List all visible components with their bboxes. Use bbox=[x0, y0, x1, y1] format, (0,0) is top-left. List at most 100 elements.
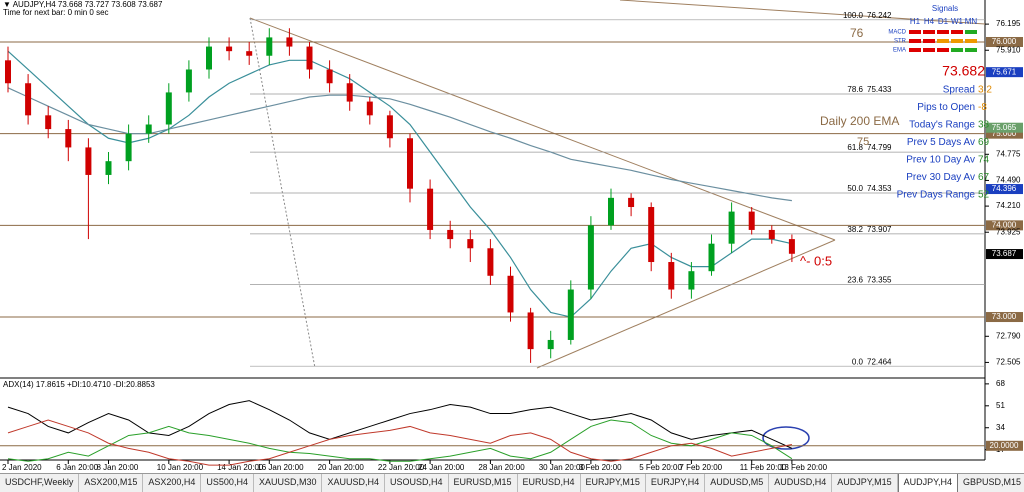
candle-body bbox=[768, 229, 775, 240]
stat-value: -8 bbox=[978, 102, 987, 113]
tab[interactable]: EURJPY,M15 bbox=[581, 474, 646, 492]
tab[interactable]: EURJPY,H4 bbox=[646, 474, 706, 492]
candle-body bbox=[567, 289, 574, 340]
price-box bbox=[986, 67, 1023, 78]
stat-label: Prev 10 Day Av bbox=[906, 155, 975, 166]
candle-body bbox=[447, 229, 454, 240]
x-tick-label: 22 Jan 20:00 bbox=[378, 463, 425, 472]
stat-value: 74 bbox=[978, 155, 990, 166]
signal-row: EMA bbox=[893, 48, 906, 54]
x-tick-label: 28 Jan 20:00 bbox=[478, 463, 525, 472]
tab[interactable]: US500,H4 bbox=[201, 474, 254, 492]
signal-cell bbox=[937, 30, 949, 34]
x-tick-label: 2 Jan 2020 bbox=[2, 463, 42, 472]
level-box bbox=[986, 312, 1023, 323]
annotation: Daily 200 EMA bbox=[820, 114, 899, 128]
x-tick-label: 16 Jan 20:00 bbox=[257, 463, 304, 472]
y-tick-label: 68 bbox=[996, 379, 1005, 388]
signal-cell bbox=[909, 30, 921, 34]
background bbox=[0, 0, 1024, 473]
stat-label: Today's Range bbox=[909, 120, 975, 131]
level-box bbox=[986, 220, 1023, 231]
trend-line bbox=[249, 17, 836, 241]
price-box-label: 75.065 bbox=[992, 123, 1017, 132]
tab[interactable]: AUDJPY,M15 bbox=[832, 474, 898, 492]
candle-body bbox=[25, 83, 32, 116]
candle-body bbox=[85, 147, 92, 175]
candle-body bbox=[286, 37, 293, 47]
fib-price: 72.464 bbox=[867, 357, 892, 366]
candle-body bbox=[226, 46, 233, 52]
tab[interactable]: AUDJPY,H4 bbox=[897, 474, 958, 492]
stat-value: 52 bbox=[978, 190, 990, 201]
timeframe: H4 bbox=[924, 17, 935, 26]
tab[interactable]: XAUUSD,H4 bbox=[322, 474, 385, 492]
moving-average bbox=[7, 50, 793, 318]
x-tick-label: 11 Feb 20:00 bbox=[740, 463, 787, 472]
y-tick-label: 76.195 bbox=[996, 19, 1021, 28]
price-box bbox=[986, 122, 1023, 133]
tab[interactable]: AUDUSD,H4 bbox=[769, 474, 833, 492]
candle-body bbox=[185, 69, 192, 93]
y-tick-label: 74.210 bbox=[996, 201, 1021, 210]
signal-cell bbox=[937, 39, 949, 43]
candle-body bbox=[608, 197, 614, 226]
stat-label: Prev 5 Days Av bbox=[907, 137, 975, 148]
stat-label: Prev Days Range bbox=[897, 190, 976, 201]
timeframe: D1 bbox=[938, 17, 949, 26]
candle-body bbox=[788, 239, 795, 254]
y-tick-label: 75.910 bbox=[996, 45, 1021, 54]
x-tick-label: 8 Jan 20:00 bbox=[97, 463, 139, 472]
y-tick-label: 72.790 bbox=[996, 331, 1021, 340]
tab[interactable]: AUDUSD,M5 bbox=[705, 474, 770, 492]
fib-price: 73.355 bbox=[867, 276, 892, 285]
candle-body bbox=[728, 211, 735, 244]
candle-body bbox=[648, 207, 655, 263]
stat-value: 67 bbox=[978, 172, 990, 183]
stat-value: 3.2 bbox=[978, 85, 992, 96]
tab[interactable]: EURUSD,H4 bbox=[518, 474, 581, 492]
candle-body bbox=[547, 339, 554, 350]
candle-body bbox=[708, 243, 715, 272]
y-tick-label: 73.925 bbox=[996, 227, 1021, 236]
y-tick-label: 72.505 bbox=[996, 358, 1021, 367]
panel-price: 73.682 bbox=[942, 63, 985, 79]
signal-cell bbox=[951, 30, 963, 34]
tab[interactable]: USOUSD,H4 bbox=[385, 474, 449, 492]
price-box bbox=[986, 249, 1023, 260]
level-label: 20.0000 bbox=[990, 441, 1019, 450]
fib-level: 0.0 bbox=[852, 357, 864, 366]
signal-cell bbox=[909, 39, 921, 43]
candle-body bbox=[246, 51, 253, 56]
candle-body bbox=[145, 124, 152, 134]
price-box bbox=[986, 184, 1023, 195]
x-tick-label: 10 Jan 20:00 bbox=[157, 463, 204, 472]
tab[interactable]: USDCHF,Weekly bbox=[0, 474, 80, 492]
tab[interactable]: EURUSD,M15 bbox=[449, 474, 518, 492]
stat-label: Spread bbox=[943, 85, 975, 96]
adx-line bbox=[7, 419, 793, 462]
annotation: 75 bbox=[857, 136, 869, 148]
fib-price: 76.242 bbox=[867, 11, 892, 20]
tab[interactable]: XAUUSD,M30 bbox=[254, 474, 323, 492]
level-label: 76.000 bbox=[992, 37, 1017, 46]
candle-body bbox=[527, 312, 534, 350]
fib-level: 78.6 bbox=[847, 85, 863, 94]
tab[interactable]: GBPUSD,M15 bbox=[958, 474, 1024, 492]
fib-level: 38.2 bbox=[847, 225, 863, 234]
x-tick-label: 6 Jan 20:00 bbox=[56, 463, 98, 472]
fib-price: 75.433 bbox=[867, 85, 892, 94]
signal-cell bbox=[951, 39, 963, 43]
tab[interactable]: ASX200,H4 bbox=[143, 474, 202, 492]
signal-row: STR bbox=[894, 39, 907, 45]
signal-cell bbox=[909, 48, 921, 52]
symbol-header: ▼ AUDJPY,H4 73.668 73.727 73.608 73.687 bbox=[3, 0, 163, 9]
timer: Time for next bar: 0 min 0 sec bbox=[3, 8, 109, 17]
candle-body bbox=[346, 83, 353, 102]
y-tick-label: 74.490 bbox=[996, 176, 1021, 185]
signal-row: MACD bbox=[888, 30, 906, 36]
signal-cell bbox=[937, 48, 949, 52]
candle-body bbox=[386, 115, 393, 139]
tab[interactable]: ASX200,M15 bbox=[79, 474, 144, 492]
